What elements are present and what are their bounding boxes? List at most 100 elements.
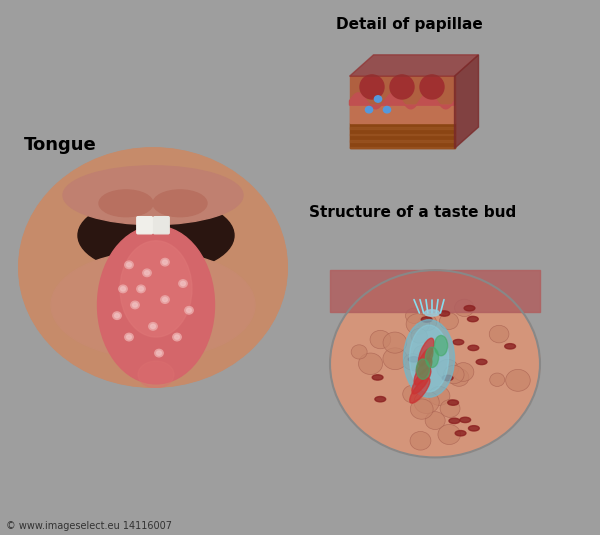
Circle shape <box>125 333 133 341</box>
Circle shape <box>449 369 469 386</box>
Circle shape <box>455 299 474 317</box>
Circle shape <box>18 147 288 388</box>
Circle shape <box>440 400 460 417</box>
Ellipse shape <box>467 316 478 322</box>
Circle shape <box>414 391 439 414</box>
Circle shape <box>359 353 383 374</box>
Circle shape <box>410 432 431 450</box>
Ellipse shape <box>409 357 419 362</box>
Circle shape <box>406 308 423 324</box>
FancyBboxPatch shape <box>349 105 455 123</box>
Circle shape <box>383 348 407 370</box>
Polygon shape <box>349 93 455 109</box>
Circle shape <box>113 312 121 319</box>
Text: Detail of papillae: Detail of papillae <box>336 18 483 33</box>
Circle shape <box>179 280 187 287</box>
Circle shape <box>115 314 119 318</box>
Circle shape <box>409 356 426 372</box>
Circle shape <box>374 96 382 102</box>
Ellipse shape <box>425 310 439 316</box>
Ellipse shape <box>78 198 234 273</box>
Circle shape <box>121 287 125 291</box>
Ellipse shape <box>448 400 458 406</box>
Circle shape <box>418 314 437 331</box>
Circle shape <box>151 324 155 328</box>
Circle shape <box>181 281 185 286</box>
Circle shape <box>490 373 505 386</box>
Ellipse shape <box>360 75 384 99</box>
FancyBboxPatch shape <box>137 217 152 234</box>
Circle shape <box>365 106 373 113</box>
Circle shape <box>185 307 193 314</box>
FancyBboxPatch shape <box>349 140 455 142</box>
Circle shape <box>406 314 430 334</box>
Ellipse shape <box>416 359 430 379</box>
Ellipse shape <box>418 338 434 366</box>
Circle shape <box>425 411 445 430</box>
Circle shape <box>139 287 143 291</box>
Circle shape <box>370 330 391 349</box>
Ellipse shape <box>476 360 487 365</box>
Circle shape <box>443 365 464 384</box>
Ellipse shape <box>464 305 475 311</box>
Circle shape <box>411 328 427 343</box>
Circle shape <box>438 424 460 445</box>
Ellipse shape <box>420 75 444 99</box>
Ellipse shape <box>372 374 383 380</box>
Circle shape <box>131 301 139 309</box>
Circle shape <box>155 349 163 357</box>
Circle shape <box>187 308 191 312</box>
Ellipse shape <box>404 319 455 397</box>
Ellipse shape <box>449 418 460 424</box>
Ellipse shape <box>505 343 515 349</box>
FancyBboxPatch shape <box>349 127 455 129</box>
Circle shape <box>437 360 458 379</box>
Circle shape <box>330 270 540 457</box>
Circle shape <box>161 258 169 266</box>
Circle shape <box>137 285 145 293</box>
Circle shape <box>163 260 167 264</box>
Text: Tongue: Tongue <box>24 136 97 154</box>
Circle shape <box>157 351 161 355</box>
FancyBboxPatch shape <box>349 134 455 135</box>
Circle shape <box>163 297 167 302</box>
Ellipse shape <box>469 426 479 431</box>
Circle shape <box>127 335 131 339</box>
Circle shape <box>119 285 127 293</box>
Circle shape <box>175 335 179 339</box>
Ellipse shape <box>421 317 432 322</box>
Circle shape <box>489 325 509 343</box>
Circle shape <box>453 363 474 381</box>
Ellipse shape <box>120 241 192 337</box>
Ellipse shape <box>455 431 466 436</box>
Text: Structure of a taste bud: Structure of a taste bud <box>309 205 516 220</box>
Circle shape <box>133 303 137 307</box>
Circle shape <box>143 269 151 277</box>
Ellipse shape <box>51 251 255 358</box>
Circle shape <box>173 333 181 341</box>
Circle shape <box>403 354 422 370</box>
Ellipse shape <box>409 325 449 392</box>
Circle shape <box>149 323 157 330</box>
Ellipse shape <box>99 190 153 217</box>
Circle shape <box>417 351 433 365</box>
Ellipse shape <box>425 347 439 368</box>
Ellipse shape <box>412 368 431 394</box>
Circle shape <box>145 271 149 275</box>
Ellipse shape <box>416 348 433 375</box>
Ellipse shape <box>453 340 464 345</box>
FancyBboxPatch shape <box>330 270 540 312</box>
Circle shape <box>351 345 367 359</box>
Ellipse shape <box>434 335 448 356</box>
Ellipse shape <box>153 190 207 217</box>
Ellipse shape <box>460 417 470 423</box>
Circle shape <box>383 106 391 113</box>
Circle shape <box>410 399 433 419</box>
Circle shape <box>383 332 407 353</box>
Circle shape <box>428 386 450 406</box>
Circle shape <box>413 346 431 362</box>
Polygon shape <box>349 55 479 76</box>
Ellipse shape <box>390 75 414 99</box>
Ellipse shape <box>442 375 453 380</box>
FancyBboxPatch shape <box>349 76 455 148</box>
